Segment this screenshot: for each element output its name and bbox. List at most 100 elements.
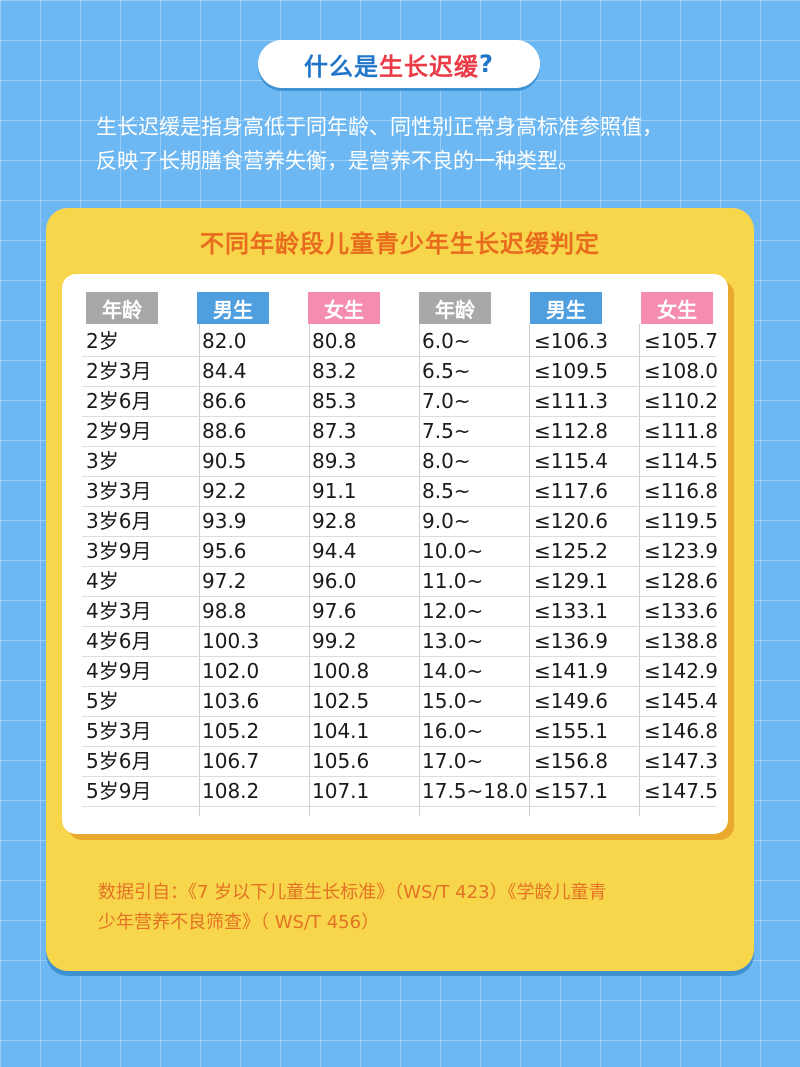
cell-male2: ≤115.4 [534, 449, 609, 473]
cell-age2: 6.0~ [422, 329, 471, 353]
cell-age2: 7.5~ [422, 419, 471, 443]
table-row: 5岁 103.6 102.5 15.0~ ≤149.6 ≤145.4 [82, 686, 719, 717]
stunting-card: 不同年龄段儿童青少年生长迟缓判定 年龄 男生 女生 年龄 男生 女生 2岁 82.… [46, 208, 754, 971]
table-row: 4岁6月 100.3 99.2 13.0~ ≤136.9 ≤138.8 [82, 626, 719, 657]
cell-female1: 100.8 [312, 659, 370, 683]
column-divider [419, 324, 420, 816]
cell-male1: 95.6 [202, 539, 247, 563]
cell-age1: 4岁 [86, 569, 119, 593]
cell-male2: ≤129.1 [534, 569, 609, 593]
cell-male2: ≤141.9 [534, 659, 609, 683]
card-title: 不同年龄段儿童青少年生长迟缓判定 [200, 230, 600, 258]
table-row: 4岁3月 98.8 97.6 12.0~ ≤133.1 ≤133.6 [82, 596, 719, 627]
data-source-footnote: 数据引自：《7 岁以下儿童生长标准》（WS/T 423）《学龄儿童青 少年营养不… [98, 878, 718, 938]
cell-female2: ≤147.3 [644, 749, 719, 773]
table-row: 5岁6月 106.7 105.6 17.0~ ≤156.8 ≤147.3 [82, 746, 719, 777]
cell-female2: ≤138.8 [644, 629, 719, 653]
cell-age1: 4岁6月 [86, 629, 152, 653]
cell-female1: 94.4 [312, 539, 357, 563]
cell-male1: 86.6 [202, 389, 247, 413]
cell-male1: 84.4 [202, 359, 247, 383]
cell-female2: ≤147.5 [644, 779, 719, 803]
cell-male2: ≤136.9 [534, 629, 609, 653]
cell-female1: 102.5 [312, 689, 370, 713]
header-age-2: 年龄 [419, 292, 491, 324]
column-divider [309, 324, 310, 816]
cell-male2: ≤109.5 [534, 359, 609, 383]
header-male-1: 男生 [197, 292, 269, 324]
cell-male1: 106.7 [202, 749, 260, 773]
cell-age1: 5岁 [86, 689, 119, 713]
cell-age1: 5岁3月 [86, 719, 152, 743]
header-male-2: 男生 [530, 292, 602, 324]
cell-female1: 87.3 [312, 419, 357, 443]
cell-male2: ≤111.3 [534, 389, 609, 413]
cell-male1: 103.6 [202, 689, 260, 713]
cell-age1: 5岁9月 [86, 779, 152, 803]
cell-age1: 2岁6月 [86, 389, 152, 413]
cell-male2: ≤157.1 [534, 779, 609, 803]
footnote-line-1: 数据引自：《7 岁以下儿童生长标准》（WS/T 423）《学龄儿童青 [98, 882, 607, 903]
cell-male1: 98.8 [202, 599, 247, 623]
cell-age2: 9.0~ [422, 509, 471, 533]
stunting-table: 年龄 男生 女生 年龄 男生 女生 2岁 82.0 80.8 6.0~ ≤106.3 ≤1… [62, 274, 728, 834]
page-title: 什么是 生长迟缓? [258, 40, 540, 88]
cell-female2: ≤105.7 [644, 329, 719, 353]
table-row: 2岁3月 84.4 83.2 6.5~ ≤109.5 ≤108.0 [82, 356, 718, 387]
table-row: 5岁3月 105.2 104.1 16.0~ ≤155.1 ≤146.8 [82, 716, 719, 747]
cell-age1: 2岁 [86, 329, 119, 353]
cell-female2: ≤133.6 [644, 599, 719, 623]
cell-male2: ≤149.6 [534, 689, 609, 713]
cell-male2: ≤125.2 [534, 539, 609, 563]
cell-female1: 96.0 [312, 569, 357, 593]
cell-female2: ≤145.4 [644, 689, 719, 713]
cell-male2: ≤120.6 [534, 509, 609, 533]
cell-male2: ≤133.1 [534, 599, 609, 623]
cell-age1: 3岁9月 [86, 539, 152, 563]
cell-male1: 82.0 [202, 329, 247, 353]
cell-male2: ≤155.1 [534, 719, 609, 743]
cell-age2: 16.0~ [422, 719, 484, 743]
cell-age2: 15.0~ [422, 689, 484, 713]
cell-female1: 80.8 [312, 329, 357, 353]
column-divider [199, 324, 200, 816]
cell-female2: ≤128.6 [644, 569, 719, 593]
cell-age2: 14.0~ [422, 659, 484, 683]
cell-female1: 89.3 [312, 449, 357, 473]
header-female-1: 女生 [308, 292, 380, 324]
cell-age2: 7.0~ [422, 389, 471, 413]
table-row: 4岁9月 102.0 100.8 14.0~ ≤141.9 ≤142.9 [82, 656, 719, 687]
cell-female1: 99.2 [312, 629, 357, 653]
cell-male1: 93.9 [202, 509, 247, 533]
cell-age1: 3岁6月 [86, 509, 152, 533]
title-part-what-is: 什么是 [304, 52, 380, 81]
cell-female1: 97.6 [312, 599, 357, 623]
header-female-2: 女生 [641, 292, 713, 324]
table-row: 2岁6月 86.6 85.3 7.0~ ≤111.3 ≤110.2 [82, 386, 718, 417]
cell-female1: 91.1 [312, 479, 357, 503]
cell-female2: ≤146.8 [644, 719, 719, 743]
table-row: 3岁6月 93.9 92.8 9.0~ ≤120.6 ≤119.5 [82, 506, 719, 537]
cell-age1: 4岁9月 [86, 659, 152, 683]
cell-female1: 83.2 [312, 359, 357, 383]
cell-age1: 5岁6月 [86, 749, 152, 773]
cell-age2: 10.0~ [422, 539, 484, 563]
title-part-stunting: 生长迟缓 [379, 52, 480, 81]
cell-male2: ≤156.8 [534, 749, 609, 773]
cell-female1: 105.6 [312, 749, 370, 773]
cell-male1: 88.6 [202, 419, 247, 443]
table-row: 5岁9月 108.2 107.1 17.5~18.0 ≤157.1 ≤147.5 [82, 776, 719, 807]
cell-female2: ≤142.9 [644, 659, 719, 683]
cell-age2: 17.5~18.0 [422, 779, 528, 803]
cell-male2: ≤112.8 [534, 419, 609, 443]
cell-female2: ≤119.5 [644, 509, 719, 533]
cell-male1: 102.0 [202, 659, 260, 683]
cell-female2: ≤116.8 [644, 479, 719, 503]
cell-female1: 104.1 [312, 719, 370, 743]
cell-age2: 17.0~ [422, 749, 484, 773]
cell-female2: ≤114.5 [644, 449, 719, 473]
cell-age2: 8.5~ [422, 479, 471, 503]
table-row: 2岁9月 88.6 87.3 7.5~ ≤112.8 ≤111.8 [82, 416, 718, 447]
cell-male1: 90.5 [202, 449, 247, 473]
cell-female1: 92.8 [312, 509, 357, 533]
